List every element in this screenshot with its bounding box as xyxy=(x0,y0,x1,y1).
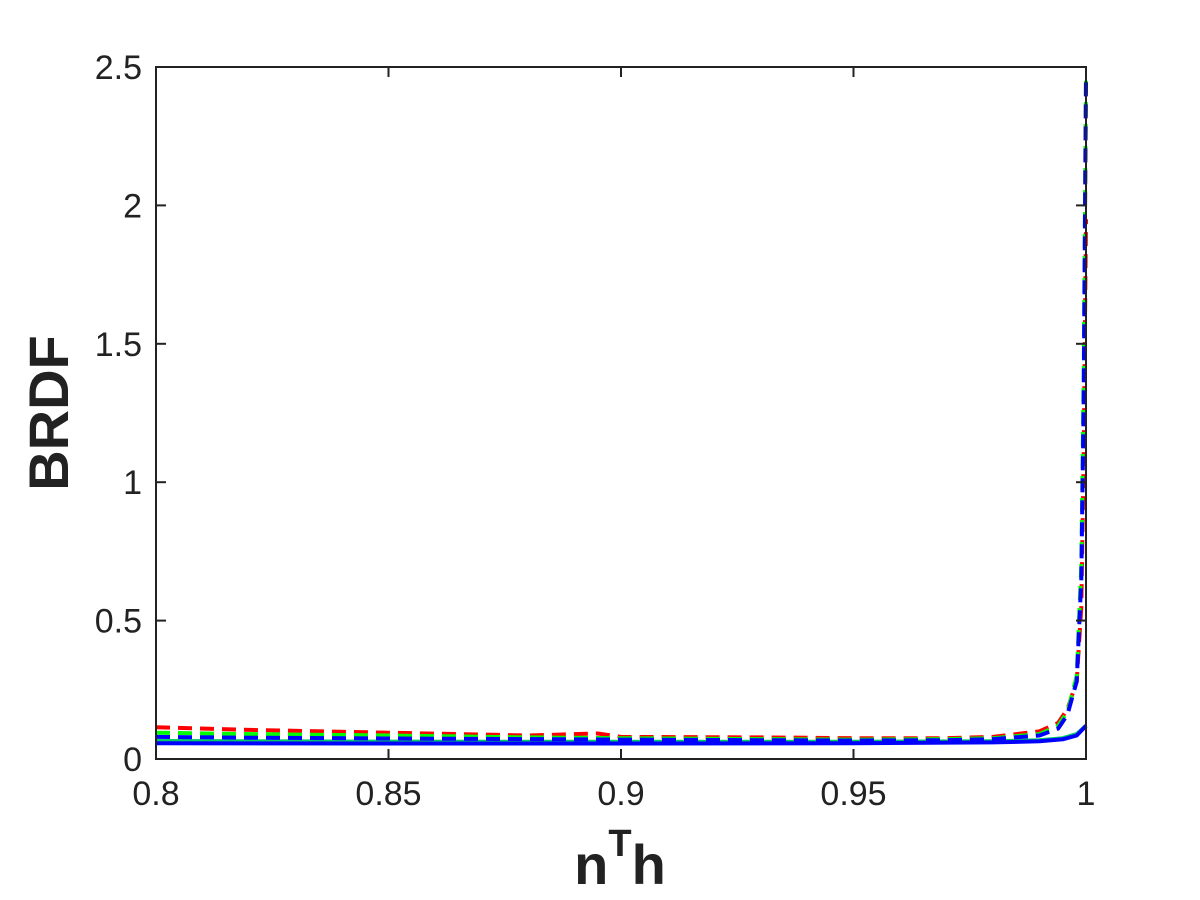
x-axis-title-base: n xyxy=(574,833,608,896)
x-axis-title: nTh xyxy=(574,823,666,896)
y-axis-title: BRDF xyxy=(17,335,80,491)
y-tick-label: 2.5 xyxy=(95,49,142,87)
x-axis-title-superscript: T xyxy=(608,823,631,865)
y-tick-label: 1 xyxy=(123,464,142,502)
x-tick-label: 0.8 xyxy=(132,775,179,813)
y-tick-label: 0 xyxy=(123,741,142,779)
y-tick-label: 2 xyxy=(123,187,142,225)
ticks-layer: 0.8 0.85 0.9 0.95 1 0 0.5 1 1.5 2 2.5 xyxy=(95,49,1096,813)
y-tick-label: 0.5 xyxy=(95,603,142,641)
x-tick-label: 1 xyxy=(1077,775,1096,813)
series-line-2 xyxy=(155,724,1088,746)
plot-area xyxy=(156,67,1086,759)
x-tick-label: 0.9 xyxy=(597,775,644,813)
x-tick-label: 0.85 xyxy=(355,775,421,813)
x-tick-label: 0.95 xyxy=(820,775,886,813)
y-tick-label: 1.5 xyxy=(95,326,142,364)
x-axis-title-tail: h xyxy=(632,833,666,896)
